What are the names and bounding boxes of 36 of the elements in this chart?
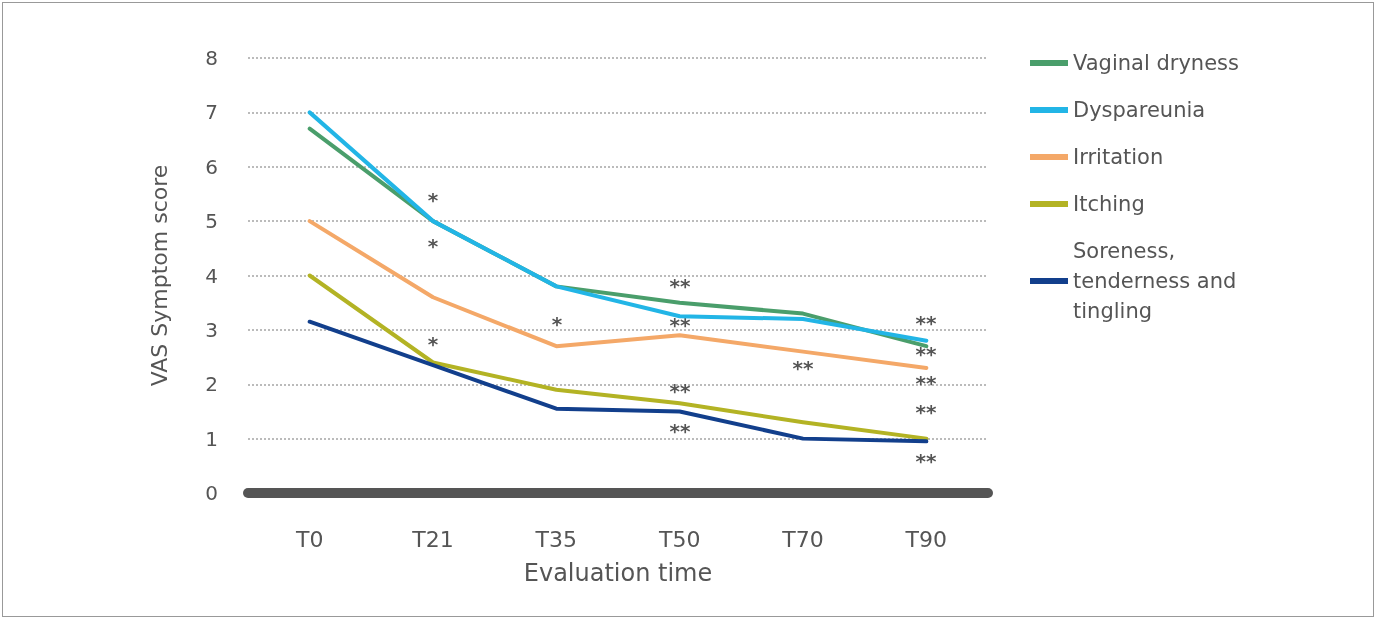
x-tick-label: T35 — [534, 526, 578, 552]
y-axis-title: VAS Symptom score — [146, 164, 172, 387]
annotation: * — [551, 312, 563, 336]
legend-label: Irritation — [1073, 145, 1164, 169]
y-tick-label: 6 — [205, 154, 218, 179]
y-tick-label: 8 — [205, 46, 218, 70]
x-tick-label: T70 — [781, 526, 824, 552]
y-tick-label: 1 — [205, 426, 218, 451]
annotation: ** — [915, 311, 937, 335]
annotation: ** — [915, 449, 937, 473]
annotation: ** — [669, 313, 691, 337]
annotation: ** — [915, 400, 937, 424]
x-tick-label: T50 — [657, 526, 701, 552]
annotation: ** — [915, 342, 937, 366]
x-tick-label: T21 — [411, 526, 454, 552]
annotation: * — [427, 234, 439, 258]
legend-label: Soreness, tenderness and tingling — [1073, 239, 1243, 323]
annotation: ** — [915, 371, 937, 395]
y-tick-label: 0 — [205, 481, 218, 505]
legend-label: Vaginal dryness — [1073, 51, 1239, 75]
annotation: ** — [669, 274, 691, 298]
y-tick-label: 3 — [205, 317, 218, 342]
legend-label: Dyspareunia — [1073, 98, 1206, 122]
annotation: * — [427, 188, 439, 212]
y-tick-label: 7 — [205, 100, 218, 125]
x-tick-label: T90 — [904, 526, 948, 552]
x-tick-label: T0 — [294, 526, 324, 552]
annotation: * — [427, 332, 439, 356]
annotation: ** — [669, 419, 691, 443]
legend-label: Itching — [1073, 192, 1145, 216]
y-tick-label: 4 — [205, 263, 218, 288]
y-tick-label: 2 — [205, 372, 218, 397]
annotation: ** — [792, 356, 814, 380]
annotation: ** — [669, 379, 691, 403]
x-axis-title: Evaluation time — [523, 559, 713, 587]
y-tick-label: 5 — [205, 209, 218, 234]
